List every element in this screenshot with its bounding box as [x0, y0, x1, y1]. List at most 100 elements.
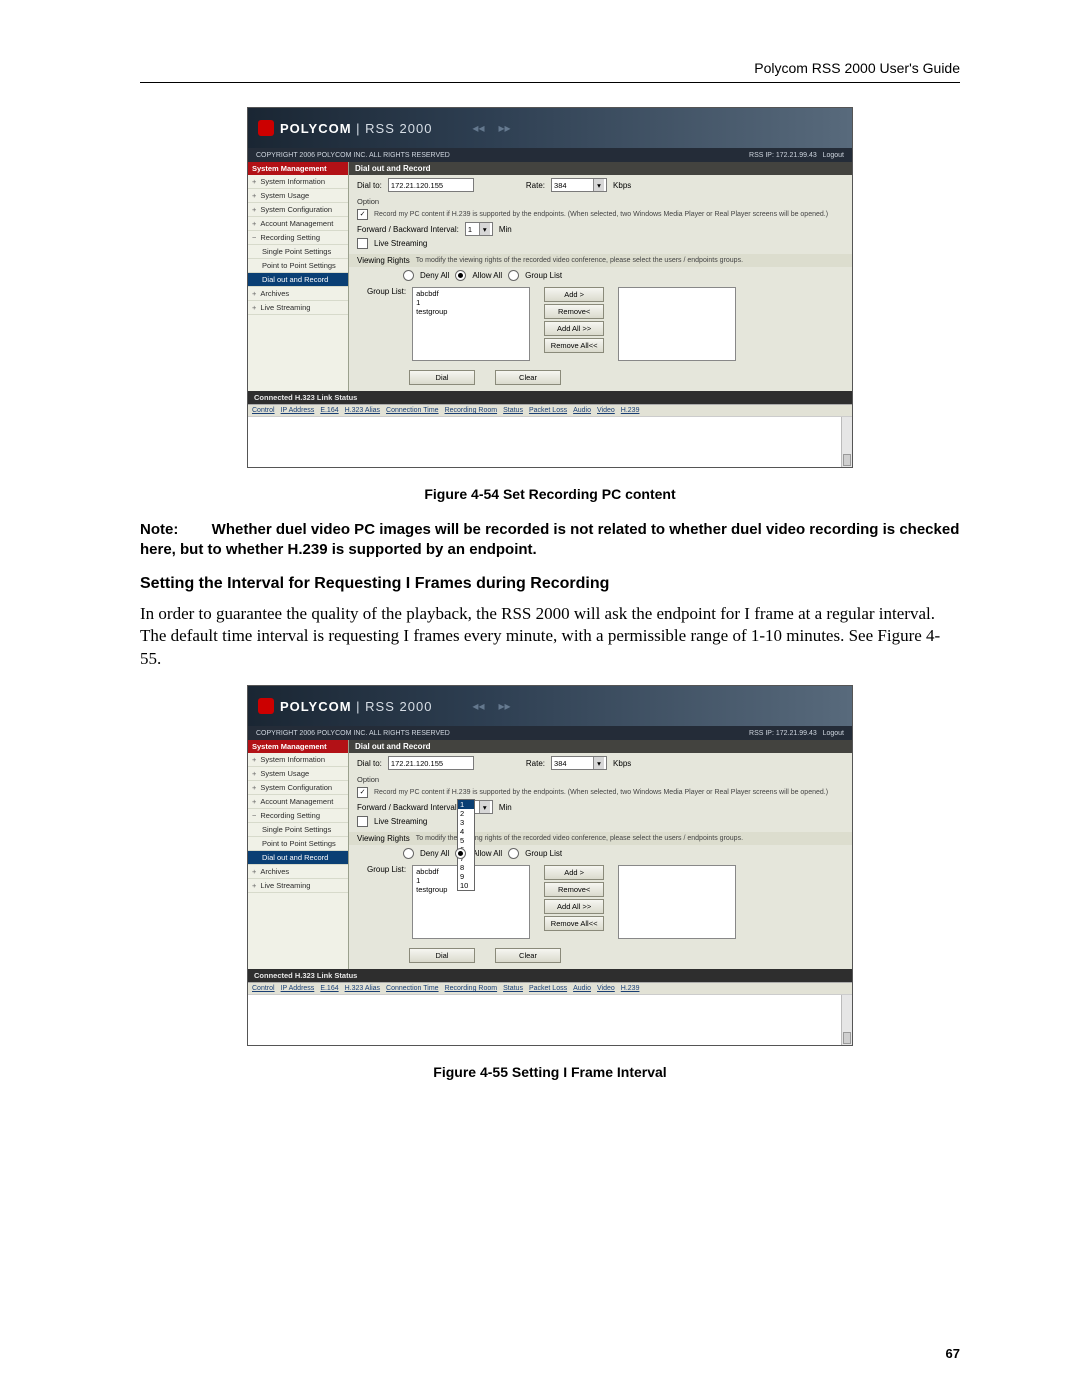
col-h239[interactable]: H.239: [621, 407, 640, 414]
scrollbar[interactable]: [841, 417, 852, 467]
deny-all-radio[interactable]: [403, 848, 414, 859]
col-h323-alias[interactable]: H.323 Alias: [345, 985, 380, 992]
nav-point-to-point-settings[interactable]: Point to Point Settings: [248, 837, 348, 851]
remove-button[interactable]: Remove<: [544, 882, 604, 897]
record-pc-checkbox[interactable]: [357, 209, 368, 220]
list-item[interactable]: testgroup: [416, 307, 526, 316]
group-list-radio[interactable]: [508, 848, 519, 859]
col-ip[interactable]: IP Address: [281, 985, 315, 992]
rate-select[interactable]: 384▾: [551, 756, 607, 770]
add-button[interactable]: Add >: [544, 865, 604, 880]
col-e164[interactable]: E.164: [320, 985, 338, 992]
nav-recording-setting[interactable]: −Recording Setting: [248, 231, 348, 245]
nav-system-usage[interactable]: +System Usage: [248, 767, 348, 781]
dropdown-option[interactable]: 9: [458, 872, 474, 881]
col-video[interactable]: Video: [597, 985, 615, 992]
add-all-button[interactable]: Add All >>: [544, 321, 604, 336]
nav-live-streaming[interactable]: +Live Streaming: [248, 301, 348, 315]
link-status-columns: Control IP Address E.164 H.323 Alias Con…: [248, 404, 852, 416]
live-streaming-checkbox[interactable]: [357, 816, 368, 827]
clear-button[interactable]: Clear: [495, 370, 561, 385]
remove-all-button[interactable]: Remove All<<: [544, 338, 604, 353]
col-status[interactable]: Status: [503, 407, 523, 414]
nav-system-configuration[interactable]: +System Configuration: [248, 781, 348, 795]
dial-button[interactable]: Dial: [409, 948, 475, 963]
dropdown-option[interactable]: 3: [458, 818, 474, 827]
dropdown-option[interactable]: 2: [458, 809, 474, 818]
group-list-target[interactable]: [618, 865, 736, 939]
col-packet-loss[interactable]: Packet Loss: [529, 407, 567, 414]
col-packet-loss[interactable]: Packet Loss: [529, 985, 567, 992]
col-control[interactable]: Control: [252, 407, 275, 414]
nav-system-information[interactable]: +System Information: [248, 175, 348, 189]
col-audio[interactable]: Audio: [573, 407, 591, 414]
live-streaming-label: Live Streaming: [374, 817, 427, 826]
nav-system-information[interactable]: +System Information: [248, 753, 348, 767]
dropdown-option[interactable]: 10: [458, 881, 474, 890]
live-streaming-checkbox[interactable]: [357, 238, 368, 249]
dropdown-option[interactable]: 4: [458, 827, 474, 836]
dropdown-option[interactable]: 1: [458, 800, 474, 809]
clear-button[interactable]: Clear: [495, 948, 561, 963]
add-button[interactable]: Add >: [544, 287, 604, 302]
dial-button[interactable]: Dial: [409, 370, 475, 385]
remove-all-button[interactable]: Remove All<<: [544, 916, 604, 931]
group-list-radio[interactable]: [508, 270, 519, 281]
logout-link[interactable]: Logout: [823, 152, 844, 159]
logout-link[interactable]: Logout: [823, 730, 844, 737]
col-video[interactable]: Video: [597, 407, 615, 414]
dropdown-option[interactable]: 8: [458, 863, 474, 872]
sidebar-heading: System Management: [248, 162, 348, 175]
col-e164[interactable]: E.164: [320, 407, 338, 414]
dropdown-option[interactable]: 5: [458, 836, 474, 845]
back-icon[interactable]: ◂◂: [472, 121, 484, 135]
option-group-label: Option: [357, 197, 844, 206]
allow-all-radio[interactable]: [455, 270, 466, 281]
sidebar-heading: System Management: [248, 740, 348, 753]
group-list-label: Group List:: [367, 287, 406, 296]
content-area: Dial out and Record Dial to: 172.21.120.…: [349, 740, 852, 969]
scrollbar[interactable]: [841, 995, 852, 1045]
add-all-button[interactable]: Add All >>: [544, 899, 604, 914]
record-pc-checkbox[interactable]: [357, 787, 368, 798]
dial-to-input[interactable]: 172.21.120.155: [388, 178, 474, 192]
list-item[interactable]: 1: [416, 298, 526, 307]
nav-single-point-settings[interactable]: Single Point Settings: [248, 245, 348, 259]
fwd-icon[interactable]: ▸▸: [498, 121, 510, 135]
nav-dial-out-and-record[interactable]: Dial out and Record: [248, 851, 348, 865]
interval-dropdown[interactable]: 1 2 3 4 5 6 7 8 9 10: [457, 799, 475, 891]
nav-live-streaming[interactable]: +Live Streaming: [248, 879, 348, 893]
group-list-source[interactable]: abcbdf 1 testgroup: [412, 287, 530, 361]
col-status[interactable]: Status: [503, 985, 523, 992]
nav-archives[interactable]: +Archives: [248, 865, 348, 879]
nav-system-configuration[interactable]: +System Configuration: [248, 203, 348, 217]
col-conn-time[interactable]: Connection Time: [386, 985, 439, 992]
dial-to-input[interactable]: 172.21.120.155: [388, 756, 474, 770]
remove-button[interactable]: Remove<: [544, 304, 604, 319]
nav-account-management[interactable]: +Account Management: [248, 217, 348, 231]
nav-single-point-settings[interactable]: Single Point Settings: [248, 823, 348, 837]
fwd-icon[interactable]: ▸▸: [498, 699, 510, 713]
nav-recording-setting[interactable]: −Recording Setting: [248, 809, 348, 823]
nav-dial-out-and-record[interactable]: Dial out and Record: [248, 273, 348, 287]
deny-all-radio[interactable]: [403, 270, 414, 281]
back-icon[interactable]: ◂◂: [472, 699, 484, 713]
fwd-bwd-select[interactable]: 1▾: [465, 222, 493, 236]
nav-system-usage[interactable]: +System Usage: [248, 189, 348, 203]
col-rec-room[interactable]: Recording Room: [445, 407, 498, 414]
nav-archives[interactable]: +Archives: [248, 287, 348, 301]
group-list-target[interactable]: [618, 287, 736, 361]
group-list-radio-label: Group List: [525, 271, 562, 280]
col-rec-room[interactable]: Recording Room: [445, 985, 498, 992]
rate-select[interactable]: 384▾: [551, 178, 607, 192]
nav-arrows: ◂◂ ▸▸: [472, 121, 510, 135]
col-ip[interactable]: IP Address: [281, 407, 315, 414]
col-h323-alias[interactable]: H.323 Alias: [345, 407, 380, 414]
col-h239[interactable]: H.239: [621, 985, 640, 992]
col-control[interactable]: Control: [252, 985, 275, 992]
list-item[interactable]: abcbdf: [416, 289, 526, 298]
nav-point-to-point-settings[interactable]: Point to Point Settings: [248, 259, 348, 273]
nav-account-management[interactable]: +Account Management: [248, 795, 348, 809]
col-audio[interactable]: Audio: [573, 985, 591, 992]
col-conn-time[interactable]: Connection Time: [386, 407, 439, 414]
